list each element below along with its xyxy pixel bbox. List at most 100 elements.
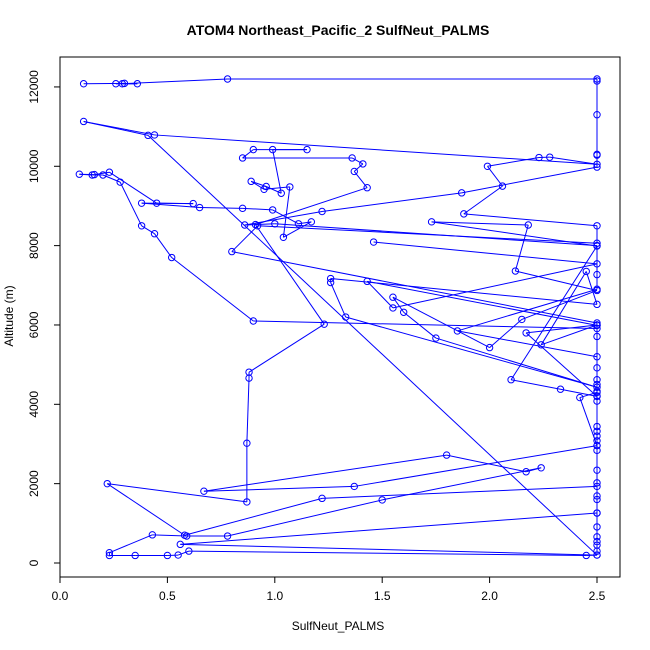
series-line-segment (457, 330, 598, 358)
data-point (593, 479, 601, 487)
series-line-segment (253, 320, 598, 330)
series-line-segment (154, 134, 598, 165)
data-point (163, 551, 172, 560)
series-line-segment (244, 223, 275, 226)
series-line-segment (526, 324, 598, 334)
data-point (253, 222, 262, 230)
data-point (268, 145, 277, 154)
series-line-segment (154, 233, 173, 258)
x-axis: 0.0 0.5 1.0 1.5 2.0 2.5 (52, 577, 606, 603)
data-point (318, 494, 326, 503)
series-line-segment (199, 207, 243, 209)
data-point (350, 167, 358, 176)
data-point (326, 274, 335, 283)
series-line-segment (487, 157, 540, 167)
data-point (535, 153, 543, 162)
series-line-segment (203, 485, 355, 492)
data-point (137, 222, 146, 230)
series-line-segment (461, 166, 598, 194)
series-line-segment (549, 156, 598, 165)
data-point (546, 153, 554, 161)
data-point (167, 253, 176, 262)
series-line-segment (106, 483, 185, 536)
data-point (271, 220, 279, 228)
series-line-segment (109, 171, 157, 204)
data-point (243, 498, 251, 506)
data-point (582, 267, 590, 276)
data-point (228, 247, 236, 256)
series-line-segment (94, 171, 110, 176)
data-point (593, 437, 601, 445)
data-point (131, 551, 139, 560)
series-line-segment (560, 388, 598, 397)
data-point (593, 324, 601, 333)
data-point (150, 230, 159, 238)
data-point (593, 533, 601, 541)
data-point (105, 548, 114, 557)
x-tick-label: 1.5 (374, 589, 391, 603)
data-point (105, 551, 114, 560)
data-point (537, 341, 545, 349)
data-point (363, 277, 371, 286)
data-point (556, 385, 565, 393)
series-line-segment (188, 550, 587, 556)
series-line-segment (180, 543, 598, 556)
data-point (427, 218, 436, 226)
data-point (593, 300, 601, 309)
series-line-segment (177, 550, 190, 556)
data-point (241, 221, 249, 229)
data-point (341, 313, 350, 321)
series-line-segment (353, 163, 364, 172)
data-point (593, 397, 601, 405)
data-point (593, 242, 601, 250)
data-point (460, 210, 468, 218)
series-line-segment (351, 157, 364, 165)
data-point (593, 427, 601, 435)
data-point (457, 189, 466, 197)
data-point (378, 496, 386, 504)
data-point (593, 364, 601, 372)
data-point (238, 154, 247, 162)
series-line-segment (246, 378, 250, 444)
data-point (247, 177, 255, 186)
series-line-segment (367, 280, 598, 326)
series-line-segment (345, 316, 598, 388)
data-point (116, 178, 124, 186)
data-point (318, 207, 326, 216)
series-line-segment (489, 319, 523, 348)
data-point (593, 388, 601, 397)
series-line-segment (231, 251, 598, 324)
data-point (576, 393, 584, 402)
series-line-segment (248, 323, 325, 373)
series-line-segment (109, 534, 153, 554)
series-line-segment (435, 337, 598, 388)
series-line-segment (250, 180, 265, 190)
series-line-segment (242, 149, 254, 159)
series-line-segment (585, 271, 598, 305)
series-line-segment (373, 241, 598, 265)
data-point (593, 239, 601, 247)
y-tick-label: 4000 (27, 391, 41, 418)
series-line-segment (147, 134, 598, 556)
data-point (326, 278, 335, 287)
series-line-segment (463, 185, 503, 215)
series-line-segment (487, 165, 503, 187)
data-point (148, 531, 157, 539)
data-point (249, 145, 258, 154)
y-tick-label: 12000 (27, 70, 41, 104)
x-tick-label: 1.0 (266, 589, 283, 603)
y-tick-label: 6000 (27, 311, 41, 338)
data-point (99, 171, 107, 179)
chart-title: ATOM4 Northeast_Pacific_2 SulfNeut_PALMS (187, 22, 490, 38)
data-point (180, 531, 189, 539)
data-point (593, 441, 601, 450)
data-point (389, 293, 397, 301)
series-line-segment (521, 289, 598, 320)
y-axis: 0 2000 4000 6000 8000 10000 12000 (27, 70, 60, 566)
data-point (152, 199, 161, 207)
series-line-segment (510, 245, 598, 380)
data-point (593, 151, 601, 159)
data-point (593, 270, 601, 279)
data-point (593, 547, 601, 555)
data-point (348, 154, 356, 162)
